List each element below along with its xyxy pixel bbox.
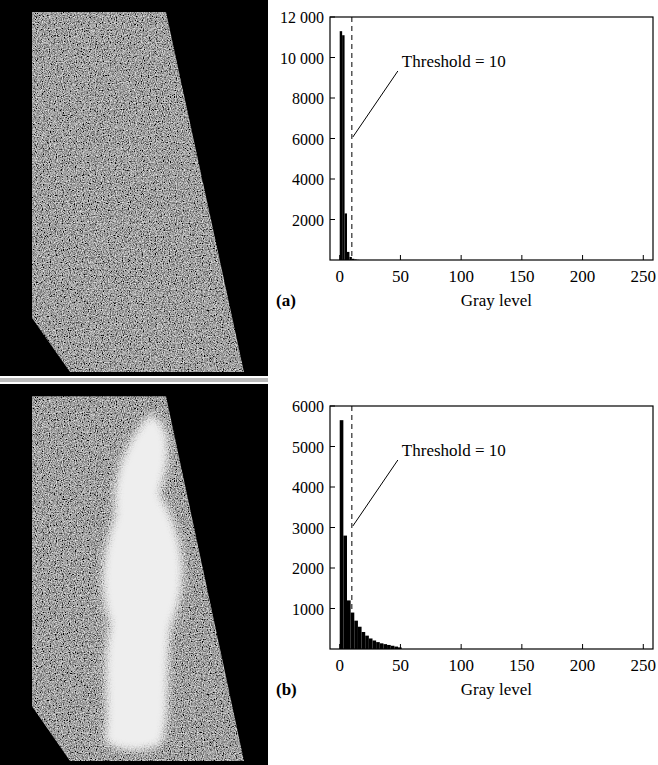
y-tick [330, 57, 335, 58]
panel-label: (b) [276, 680, 297, 699]
y-tick [330, 446, 335, 447]
image-region [32, 12, 244, 372]
histogram-bar [343, 536, 347, 649]
histogram-bar [347, 252, 349, 260]
x-tick [461, 255, 462, 260]
x-tick-label: 150 [509, 267, 535, 286]
x-tick [582, 644, 583, 649]
y-tick-label: 1000 [292, 601, 324, 618]
x-tick-label: 150 [509, 656, 535, 675]
x-tick-label: 0 [335, 267, 344, 286]
y-tick [330, 17, 335, 18]
histogram-bar [369, 638, 373, 649]
image-background [0, 384, 268, 765]
ultrasound-image [0, 0, 268, 376]
x-tick [339, 644, 340, 649]
y-tick [330, 219, 335, 220]
x-tick-label: 50 [392, 656, 409, 675]
histogram-bar [358, 627, 362, 649]
x-tick-label: 250 [631, 656, 657, 675]
y-tick-label: 5000 [292, 439, 324, 456]
x-axis-title: Gray level [461, 291, 533, 310]
plot-frame [330, 17, 653, 260]
x-tick [461, 644, 462, 649]
y-tick-label: 3000 [292, 520, 324, 537]
histogram-bar [345, 213, 347, 260]
histogram-bar [376, 642, 380, 649]
histogram-bar [340, 31, 342, 260]
figure: 050100150200250200040006000800010 00012 … [0, 0, 658, 765]
bright-region [102, 414, 182, 751]
y-tick-label: 10 000 [280, 50, 324, 67]
x-tick [400, 644, 401, 649]
annotation-leader [353, 71, 398, 137]
y-tick-label: 8000 [292, 90, 324, 107]
x-tick [643, 255, 644, 260]
x-tick [400, 255, 401, 260]
panel-label: (a) [276, 291, 296, 310]
histogram-bar [340, 420, 344, 649]
y-tick [330, 527, 335, 528]
y-tick-label: 2000 [292, 212, 324, 229]
y-tick-label: 6000 [292, 398, 324, 415]
y-tick [330, 179, 335, 180]
x-tick-label: 200 [570, 267, 596, 286]
histogram-bar [373, 640, 377, 649]
bars [340, 420, 402, 649]
y-tick-label: 4000 [292, 171, 324, 188]
histogram-bar [342, 35, 344, 260]
x-tick [521, 255, 522, 260]
histogram-bar [387, 645, 391, 649]
y-tick-label: 4000 [292, 479, 324, 496]
histogram-bar [365, 636, 369, 649]
x-tick [521, 644, 522, 649]
y-tick [330, 608, 335, 609]
histogram-bar [380, 643, 384, 649]
x-tick [339, 255, 340, 260]
histogram-bar [362, 632, 366, 649]
threshold-line [351, 17, 352, 260]
histogram-bar [354, 621, 358, 649]
histogram-bar [351, 613, 355, 649]
histogram-bar [383, 644, 387, 649]
x-tick-label: 200 [570, 656, 596, 675]
annotation-text: Threshold = 10 [402, 52, 506, 71]
x-axis-title: Gray level [461, 680, 533, 699]
y-tick-label: 2000 [292, 560, 324, 577]
annotation-text: Threshold = 10 [402, 441, 506, 460]
threshold-line [351, 406, 352, 649]
image-background [0, 0, 268, 376]
y-tick [330, 138, 335, 139]
x-tick-label: 100 [448, 267, 474, 286]
y-tick-label: 6000 [292, 131, 324, 148]
y-tick [330, 406, 335, 407]
x-tick-label: 0 [335, 656, 344, 675]
image-separator [0, 378, 268, 382]
bars [340, 31, 359, 260]
y-tick [330, 98, 335, 99]
x-tick [582, 255, 583, 260]
image-region [32, 396, 244, 761]
y-tick [330, 487, 335, 488]
ultrasound-image [0, 384, 268, 765]
y-tick-label: 12 000 [280, 9, 324, 26]
x-tick-label: 250 [631, 267, 657, 286]
x-tick [643, 644, 644, 649]
x-tick-label: 50 [392, 267, 409, 286]
annotation-leader [353, 460, 398, 526]
plot-frame [330, 406, 653, 649]
x-tick-label: 100 [448, 656, 474, 675]
y-tick [330, 568, 335, 569]
histogram-bar [347, 600, 351, 649]
